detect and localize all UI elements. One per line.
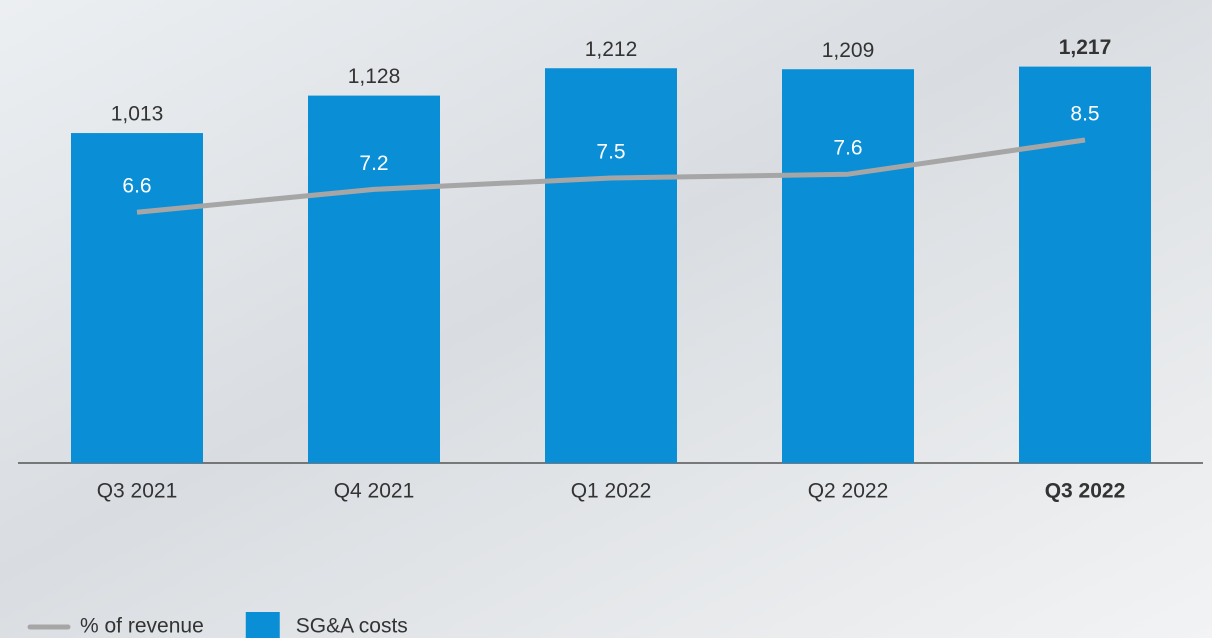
bar-value-label: 1,212 [585, 38, 638, 61]
legend: % of revenue SG&A costs [27, 612, 408, 638]
bar-value-label: 1,013 [111, 103, 164, 126]
bar [782, 69, 914, 463]
x-tick-label: Q1 2022 [571, 480, 652, 503]
bar [71, 133, 203, 463]
x-tick-label: Q3 2022 [1045, 480, 1126, 503]
x-tick-label: Q3 2021 [97, 480, 178, 503]
line-value-label: 7.2 [359, 152, 388, 175]
legend-swatch [245, 612, 280, 638]
x-tick-label: Q2 2022 [808, 480, 889, 503]
bar [1019, 66, 1151, 463]
line-value-label: 8.5 [1070, 103, 1099, 126]
line-value-label: 7.5 [596, 141, 625, 164]
line [136, 137, 1086, 215]
bar [545, 68, 677, 463]
legend-label: SG&A costs [296, 615, 408, 638]
bar-value-label: 1,128 [348, 65, 401, 88]
bar-value-label: 1,217 [1059, 36, 1112, 59]
legend-label: % of revenue [80, 615, 204, 638]
line-value-label: 6.6 [122, 175, 151, 198]
bar-value-label: 1,209 [822, 39, 875, 62]
line-value-label: 7.6 [833, 137, 862, 160]
x-tick-label: Q4 2021 [334, 480, 415, 503]
bar [308, 95, 440, 463]
